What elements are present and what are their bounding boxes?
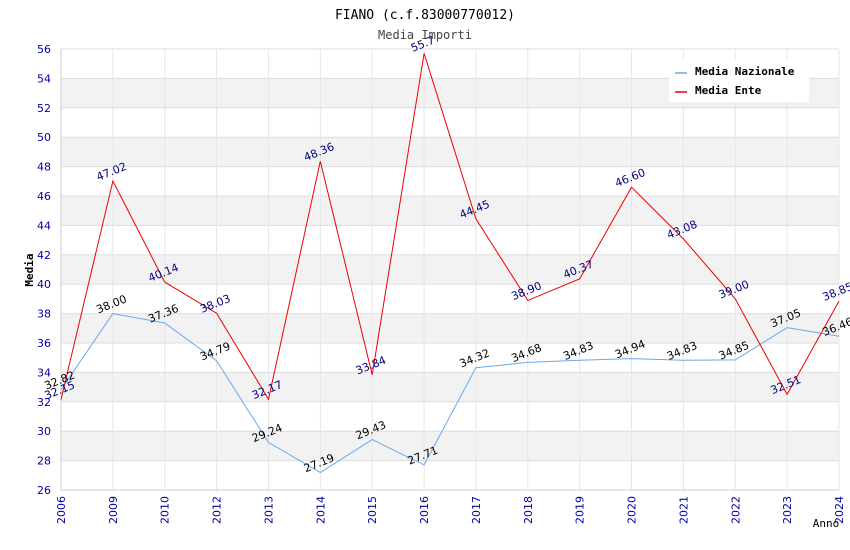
series-line-media-nazionale: [60, 313, 840, 474]
legend-box: [669, 60, 809, 102]
x-tick-label: 2016: [418, 496, 431, 524]
x-tick-label: 2017: [470, 496, 483, 524]
x-tick-label: 2006: [55, 496, 68, 524]
legend: Media Nazionale Media Ente: [669, 60, 809, 102]
series-lines: [60, 53, 840, 474]
x-tick-label: 2020: [626, 496, 639, 524]
data-label-media-nazionale: 38.00: [95, 292, 129, 316]
x-tick-label: 2010: [159, 496, 172, 524]
x-tick-label: 2018: [522, 496, 535, 524]
x-tick-label: 2012: [211, 496, 224, 524]
x-axis-ticks: 2006 2009 2010 2012 2013 2014 2015 2016 2017 2018…: [55, 496, 846, 524]
y-axis-label: Media: [23, 253, 36, 286]
grid-band: [61, 137, 839, 167]
y-tick-label: 52: [37, 102, 51, 115]
data-label-media-ente: 46.60: [613, 166, 647, 190]
y-tick-label: 46: [37, 190, 51, 203]
y-tick-label: 54: [37, 72, 51, 85]
x-tick-label: 2009: [107, 496, 120, 524]
y-tick-label: 38: [37, 308, 51, 321]
y-tick-label: 44: [37, 219, 51, 232]
x-tick-label: 2013: [262, 496, 275, 524]
legend-label-media-ente: Media Ente: [695, 84, 762, 97]
x-tick-label: 2019: [574, 496, 587, 524]
chart-background-bands: [61, 78, 839, 461]
y-tick-label: 40: [37, 278, 51, 291]
series-line-media-ente: [60, 53, 840, 401]
y-tick-label: 26: [37, 484, 51, 497]
y-tick-label: 30: [37, 425, 51, 438]
x-tick-label: 2014: [314, 496, 327, 524]
x-axis-label: Anno: [813, 517, 840, 530]
legend-label-media-nazionale: Media Nazionale: [695, 65, 795, 78]
y-tick-label: 34: [37, 366, 51, 379]
y-tick-label: 28: [37, 455, 51, 468]
grid-band: [61, 196, 839, 226]
grid-band: [61, 372, 839, 402]
x-tick-label: 2024: [833, 496, 846, 524]
y-tick-label: 48: [37, 161, 51, 174]
y-axis-ticks: 26 28 30 32 34 36 38 40 42 44 46 48 50 52 54 56: [37, 43, 51, 497]
y-tick-label: 56: [37, 43, 51, 56]
x-tick-label: 2023: [781, 496, 794, 524]
chart-title: FIANO (c.f.83000770012): [335, 8, 515, 23]
grid-band: [61, 431, 839, 461]
y-tick-label: 42: [37, 249, 51, 262]
y-tick-label: 50: [37, 131, 51, 144]
x-tick-label: 2021: [677, 496, 690, 524]
chart-subtitle: Media Importi: [378, 28, 472, 42]
y-tick-label: 32: [37, 396, 51, 409]
chart-axes: [60, 49, 839, 491]
y-tick-label: 36: [37, 337, 51, 350]
x-tick-label: 2015: [366, 496, 379, 524]
x-tick-label: 2022: [729, 496, 742, 524]
grid-band: [61, 313, 839, 343]
